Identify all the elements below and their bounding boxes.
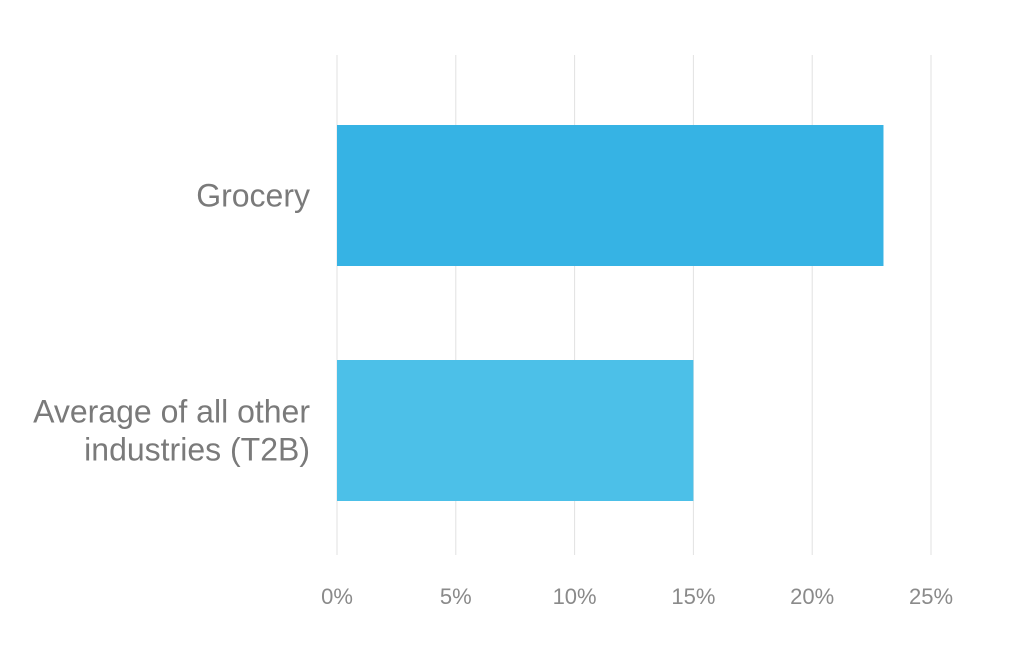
- x-tick-label: 0%: [321, 584, 353, 609]
- x-tick-label: 5%: [440, 584, 472, 609]
- bar: [337, 360, 694, 501]
- category-label: Average of all other industries (T2B): [33, 394, 310, 468]
- category-label-line: Grocery: [196, 178, 310, 214]
- x-tick-label: 20%: [790, 584, 834, 609]
- category-label-line: industries (T2B): [84, 432, 310, 468]
- bar: [337, 125, 884, 266]
- category-labels: Grocery Average of all other industries (T…: [33, 178, 310, 468]
- x-tick-label: 25%: [909, 584, 953, 609]
- x-tick-label: 10%: [553, 584, 597, 609]
- category-label: Grocery: [196, 178, 310, 214]
- x-tick-label: 15%: [671, 584, 715, 609]
- x-tick-labels: 0% 5% 10% 15% 20% 25%: [321, 584, 953, 609]
- category-label-line: Average of all other: [33, 394, 310, 430]
- bars: [337, 125, 884, 501]
